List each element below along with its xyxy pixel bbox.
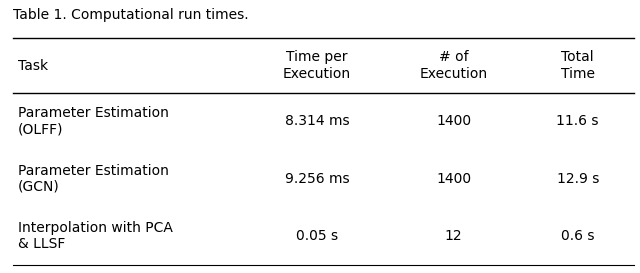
Text: 11.6 s: 11.6 s bbox=[556, 114, 599, 129]
Text: 0.05 s: 0.05 s bbox=[296, 229, 338, 243]
Text: 8.314 ms: 8.314 ms bbox=[285, 114, 349, 129]
Text: Parameter Estimation
(GCN): Parameter Estimation (GCN) bbox=[18, 164, 169, 194]
Text: 12: 12 bbox=[445, 229, 462, 243]
Text: # of
Execution: # of Execution bbox=[419, 51, 488, 81]
Text: Task: Task bbox=[18, 58, 48, 73]
Text: Time per
Execution: Time per Execution bbox=[283, 51, 351, 81]
Text: Parameter Estimation
(OLFF): Parameter Estimation (OLFF) bbox=[18, 106, 169, 136]
Text: 12.9 s: 12.9 s bbox=[557, 172, 599, 186]
Text: 0.6 s: 0.6 s bbox=[561, 229, 595, 243]
Text: 1400: 1400 bbox=[436, 172, 471, 186]
Text: Interpolation with PCA
& LLSF: Interpolation with PCA & LLSF bbox=[18, 221, 173, 251]
Text: 9.256 ms: 9.256 ms bbox=[285, 172, 349, 186]
Text: 1400: 1400 bbox=[436, 114, 471, 129]
Text: Table 1. Computational run times.: Table 1. Computational run times. bbox=[13, 8, 248, 22]
Text: Total
Time: Total Time bbox=[561, 51, 595, 81]
